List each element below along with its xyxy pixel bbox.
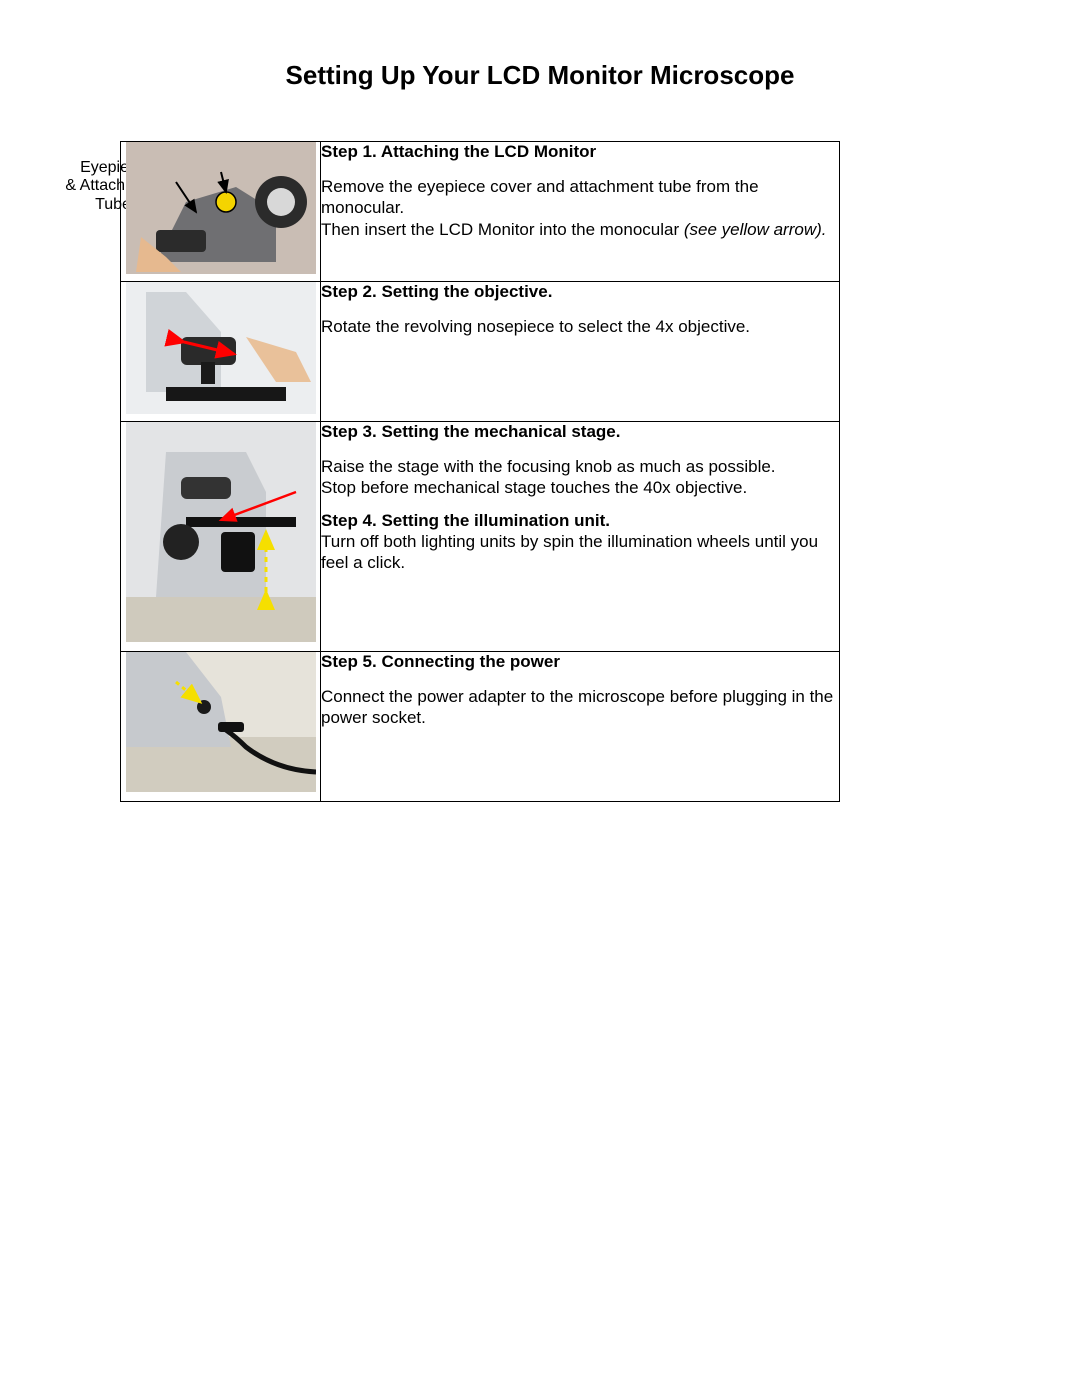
thumbnail-placeholder — [126, 652, 316, 792]
thumbnail-placeholder — [126, 142, 316, 274]
step-body-line: Rotate the revolving nosepiece to select… — [321, 316, 839, 337]
step-image-cell — [121, 282, 321, 422]
step-body-line: Then insert the LCD Monitor into the mon… — [321, 219, 839, 240]
step-image-cell — [121, 422, 321, 652]
step-body-line: Remove the eyepiece cover and attachment… — [321, 176, 839, 219]
thumbnail-placeholder — [126, 422, 316, 642]
step-text-cell: Step 3. Setting the mechanical stage. Rai… — [321, 422, 840, 652]
step-text-cell: Step 2. Setting the objective. Rotate the… — [321, 282, 840, 422]
step-text-cell: Step 1. Attaching the LCD Monitor Remove … — [321, 142, 840, 282]
step-heading: Step 1. Attaching the LCD Monitor — [321, 142, 839, 162]
steps-container: Eyepiece& AttachmentTube LCDMonitor Step… — [120, 141, 1020, 802]
step-body-line: Stop before mechanical stage touches the… — [321, 477, 839, 498]
steps-table: Step 1. Attaching the LCD Monitor Remove … — [120, 141, 840, 802]
step-heading: Step 3. Setting the mechanical stage. — [321, 422, 839, 442]
step-heading: Step 5. Connecting the power — [321, 652, 839, 672]
step-body-line: Turn off both lighting units by spin the… — [321, 531, 839, 574]
step-heading: Step 2. Setting the objective. — [321, 282, 839, 302]
step-image-cell — [121, 142, 321, 282]
step-text-cell: Step 5. Connecting the power Connect the … — [321, 652, 840, 802]
step-body-line: Connect the power adapter to the microsc… — [321, 686, 839, 729]
thumbnail-placeholder — [126, 282, 316, 414]
step-image-cell — [121, 652, 321, 802]
page-title: Setting Up Your LCD Monitor Microscope — [60, 60, 1020, 91]
step-body-line: Raise the stage with the focusing knob a… — [321, 456, 839, 477]
step-heading: Step 4. Setting the illumination unit. — [321, 511, 839, 531]
